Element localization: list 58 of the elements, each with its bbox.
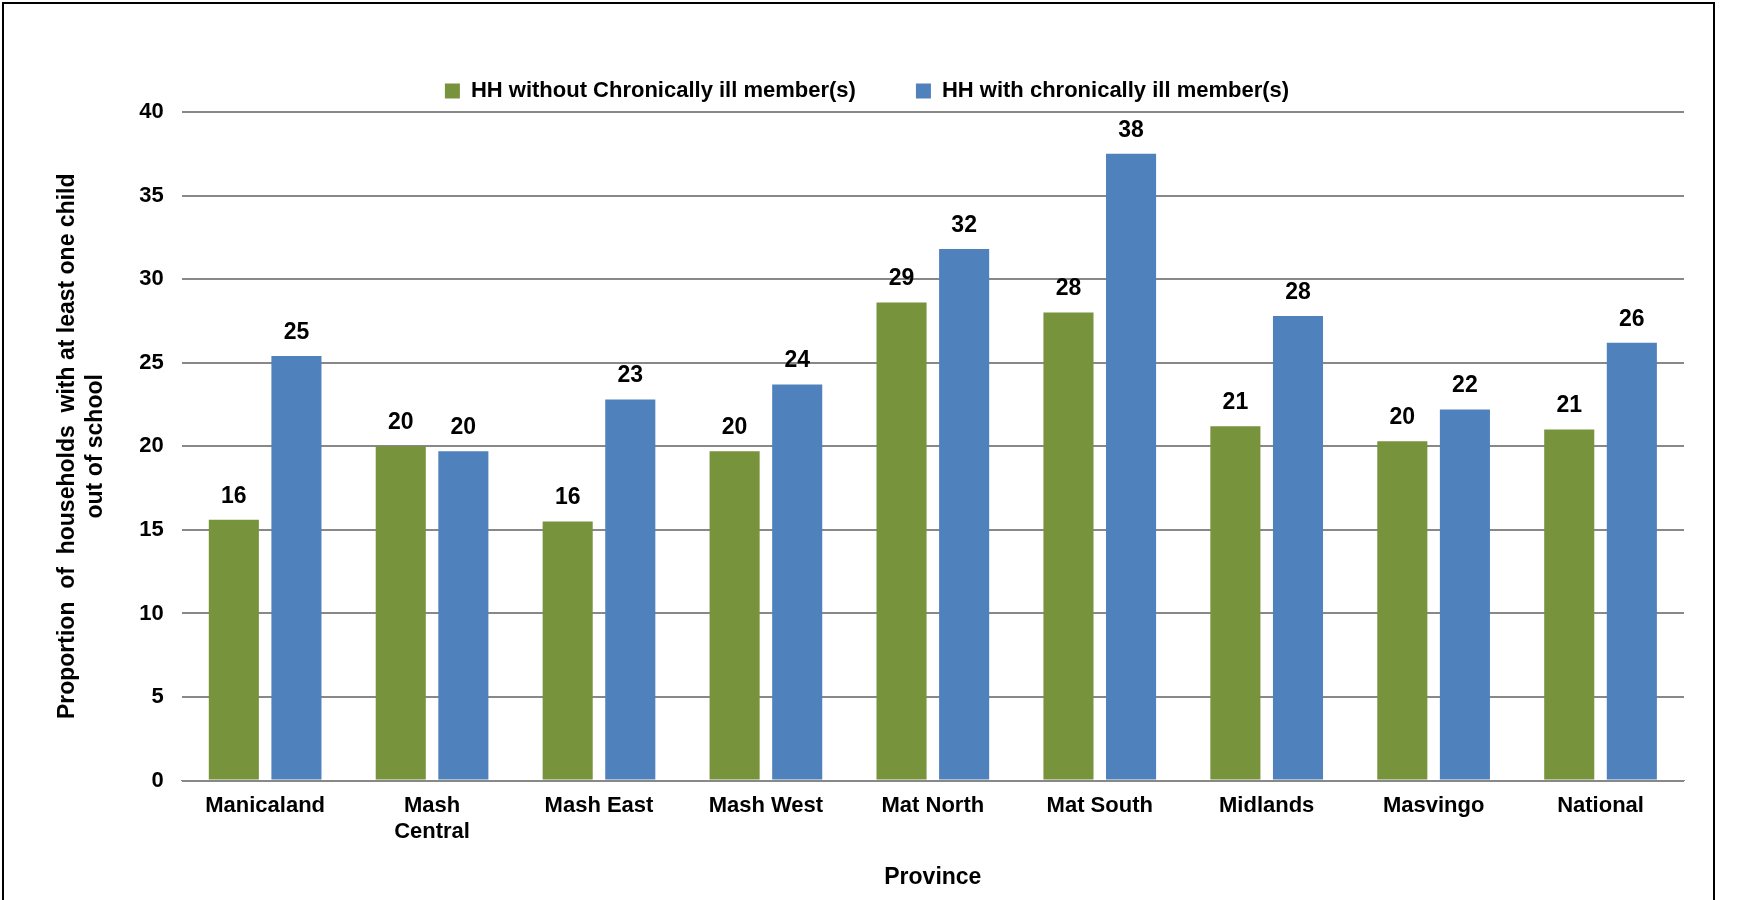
y-tick-label: 20 — [139, 432, 164, 458]
bar — [1544, 429, 1595, 780]
y-tick-label: 25 — [139, 348, 164, 374]
data-label: 25 — [283, 317, 310, 344]
data-label: 20 — [721, 413, 748, 440]
bar — [438, 451, 489, 780]
bar — [939, 249, 990, 780]
bar — [1106, 153, 1157, 780]
x-tick-label: Mat South — [1046, 791, 1153, 817]
y-tick-label: 0 — [151, 766, 164, 792]
data-label: 22 — [1452, 371, 1478, 398]
bar — [605, 399, 656, 780]
y-axis-title: Proportion of households with at least one child out of school — [53, 173, 107, 720]
data-label: 24 — [784, 346, 811, 373]
legend-label: HH with chronically ill member(s) — [941, 77, 1290, 103]
data-label: 16 — [554, 483, 581, 510]
data-label: 16 — [221, 481, 247, 508]
data-label: 21 — [1222, 388, 1249, 415]
x-tick-label: Mash West — [708, 791, 824, 817]
y-tick-label: 15 — [139, 515, 164, 541]
data-label: 20 — [450, 413, 477, 440]
data-label: 38 — [1118, 115, 1145, 142]
bar — [1606, 342, 1657, 780]
data-label: 26 — [1619, 304, 1645, 331]
x-tick-label: Mat North — [881, 791, 985, 817]
data-label: 29 — [888, 264, 915, 291]
x-tick-label: Manicaland — [205, 791, 326, 817]
data-label: 28 — [1055, 274, 1082, 301]
bar — [772, 384, 823, 780]
data-label: 21 — [1556, 391, 1583, 418]
bar — [876, 302, 927, 780]
bar — [1377, 441, 1428, 780]
y-tick-label: 35 — [139, 181, 164, 207]
legend-label: HH without Chronically ill member(s) — [470, 77, 856, 103]
bar — [375, 446, 426, 780]
data-label: 20 — [1389, 403, 1416, 430]
x-tick-label: National — [1557, 791, 1644, 817]
bar — [542, 521, 593, 780]
bar — [271, 356, 322, 780]
x-axis-title: Province — [884, 862, 982, 889]
y-tick-label: 5 — [151, 683, 164, 709]
data-label: 28 — [1285, 277, 1311, 304]
bar — [1439, 409, 1490, 780]
y-tick-label: 40 — [139, 98, 164, 124]
data-label: 23 — [617, 361, 644, 388]
bar — [1210, 426, 1261, 780]
bar — [709, 451, 760, 780]
y-tick-label: 30 — [139, 265, 164, 291]
x-tick-label: Mash Central — [394, 791, 470, 844]
x-tick-label: Midlands — [1219, 791, 1315, 817]
bar — [1272, 315, 1324, 780]
bar — [208, 519, 259, 780]
x-tick-label: Masvingo — [1382, 791, 1485, 817]
data-label: 32 — [951, 210, 977, 237]
bar — [1043, 312, 1094, 780]
data-label: 20 — [387, 408, 414, 435]
y-tick-label: 10 — [139, 599, 164, 625]
x-tick-label: Mash East — [544, 791, 655, 817]
